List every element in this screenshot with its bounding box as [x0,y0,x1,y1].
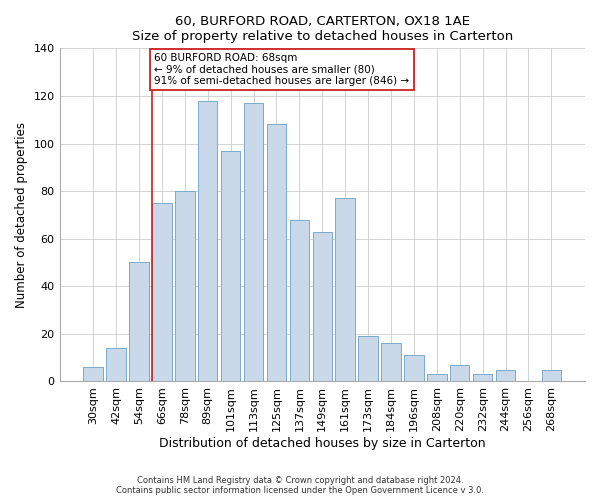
Bar [290,220,309,382]
Bar [450,365,469,382]
Bar [106,348,126,382]
Bar [313,232,332,382]
X-axis label: Distribution of detached houses by size in Carterton: Distribution of detached houses by size … [159,437,485,450]
Bar [542,370,561,382]
Bar [175,191,194,382]
Bar [152,203,172,382]
Title: 60, BURFORD ROAD, CARTERTON, OX18 1AE
Size of property relative to detached hous: 60, BURFORD ROAD, CARTERTON, OX18 1AE Si… [131,15,513,43]
Bar [244,103,263,382]
Bar [129,262,149,382]
Bar [83,367,103,382]
Text: Contains HM Land Registry data © Crown copyright and database right 2024.
Contai: Contains HM Land Registry data © Crown c… [116,476,484,495]
Bar [496,370,515,382]
Bar [198,100,217,382]
Bar [358,336,378,382]
Bar [267,124,286,382]
Bar [473,374,493,382]
Text: 60 BURFORD ROAD: 68sqm
← 9% of detached houses are smaller (80)
91% of semi-deta: 60 BURFORD ROAD: 68sqm ← 9% of detached … [154,53,410,86]
Bar [381,344,401,382]
Bar [335,198,355,382]
Bar [427,374,446,382]
Bar [221,150,241,382]
Bar [404,356,424,382]
Y-axis label: Number of detached properties: Number of detached properties [15,122,28,308]
